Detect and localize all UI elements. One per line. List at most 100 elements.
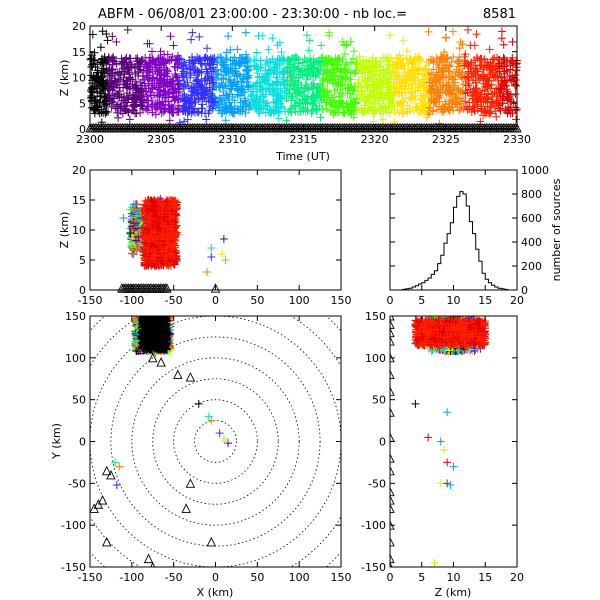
x-height-points [117, 194, 230, 293]
time-height-point [295, 88, 304, 97]
time-height-point [404, 59, 413, 68]
time-height-point [230, 109, 239, 118]
time-height-point [338, 37, 347, 46]
time-height-ylabel: Z (km) [58, 60, 71, 97]
time-height-point [254, 31, 263, 40]
source-count: 8581 [483, 7, 516, 22]
time-height-point [254, 64, 263, 73]
time-height-point [412, 102, 421, 111]
time-height-point [123, 25, 132, 34]
time-height-point [218, 81, 227, 90]
time-height-point [469, 102, 478, 111]
time-height-point [463, 25, 472, 34]
y-tick-label: 15 [72, 46, 86, 59]
time-height-point [472, 30, 481, 39]
time-height-point [448, 27, 457, 36]
time-height-point [112, 37, 121, 46]
time-height-point [508, 37, 517, 46]
time-height-point [424, 27, 433, 36]
time-height-point [476, 117, 485, 126]
time-height-point [224, 32, 233, 41]
time-height-point [187, 35, 196, 44]
time-height-point [347, 58, 356, 67]
time-height-point [441, 97, 450, 106]
time-height-point [148, 108, 157, 117]
time-height-point [203, 44, 212, 53]
y-tick-label: 5 [79, 97, 86, 110]
time-height-point [99, 64, 108, 73]
x-tick-label: 2330 [503, 133, 531, 146]
time-height-point [422, 57, 431, 66]
time-height-point [429, 65, 438, 74]
time-height-point [512, 115, 521, 124]
title-text: ABFM - 06/08/01 23:00:00 - 23:30:00 - nb… [98, 7, 407, 22]
time-height-point [441, 34, 450, 43]
time-height-point [114, 113, 123, 122]
time-height-point [485, 45, 494, 54]
time-height-point [305, 36, 314, 45]
time-height-point [99, 68, 108, 77]
time-height-point [496, 106, 505, 115]
time-height-point [183, 115, 192, 124]
y-tick-label: 0 [79, 123, 86, 136]
time-height-point [273, 41, 282, 50]
time-height-point [274, 114, 283, 123]
time-height-point [201, 53, 210, 62]
time-height-point [317, 41, 326, 50]
time-height-point [493, 72, 502, 81]
time-height-point [233, 45, 242, 54]
x-tick-label: 2320 [361, 133, 389, 146]
time-height-point [201, 60, 210, 69]
time-height-point [272, 78, 281, 87]
x-tick-label: 2325 [432, 133, 460, 146]
time-height-point [355, 52, 364, 61]
time-height-point [341, 75, 350, 84]
time-height-point [322, 104, 331, 113]
time-height-point [277, 48, 286, 57]
time-height-point [113, 108, 122, 117]
time-height-point [328, 106, 337, 115]
time-height-point [235, 61, 244, 70]
time-height-point [497, 34, 506, 43]
time-height-point [491, 72, 500, 81]
time-height-point [374, 73, 383, 82]
time-height-point [342, 60, 351, 69]
x-tick-label: 2315 [290, 133, 318, 146]
time-height-point [399, 36, 408, 45]
time-height-point [349, 54, 358, 63]
time-height-point [221, 80, 230, 89]
time-height-point [108, 32, 117, 41]
time-height-point [188, 28, 197, 37]
time-height-point [241, 28, 250, 37]
time-height-point [103, 36, 112, 45]
time-height-point [449, 106, 458, 115]
x-tick-label: 2310 [218, 133, 246, 146]
time-height-point [511, 89, 520, 98]
time-height-point [96, 43, 105, 52]
time-height-point [285, 105, 294, 114]
time-height-point [141, 105, 150, 114]
time-height-point [221, 116, 230, 125]
time-height-point [147, 47, 156, 56]
time-height-point [334, 78, 343, 87]
time-height-point [499, 40, 508, 49]
time-height-point [511, 81, 520, 90]
time-height-point [354, 78, 363, 87]
time-height-point [336, 89, 345, 98]
time-height-point [402, 47, 411, 56]
time-height-point [492, 112, 501, 121]
time-height-point [504, 90, 513, 99]
time-height-point [434, 102, 443, 111]
time-height-point [196, 59, 205, 68]
figure-title: ABFM - 06/08/01 23:00:00 - 23:30:00 - nb… [98, 7, 516, 22]
time-height-point [216, 52, 225, 61]
x-tick-label: 2305 [147, 133, 175, 146]
time-height-point [257, 63, 266, 72]
time-height-point [385, 30, 394, 39]
time-height-point [125, 115, 134, 124]
y-tick-label: 20 [72, 20, 86, 33]
time-height-point [166, 32, 175, 41]
time-height-point [398, 109, 407, 118]
time-height-point [462, 86, 471, 95]
time-height-xlabel: Time (UT) [275, 150, 330, 163]
